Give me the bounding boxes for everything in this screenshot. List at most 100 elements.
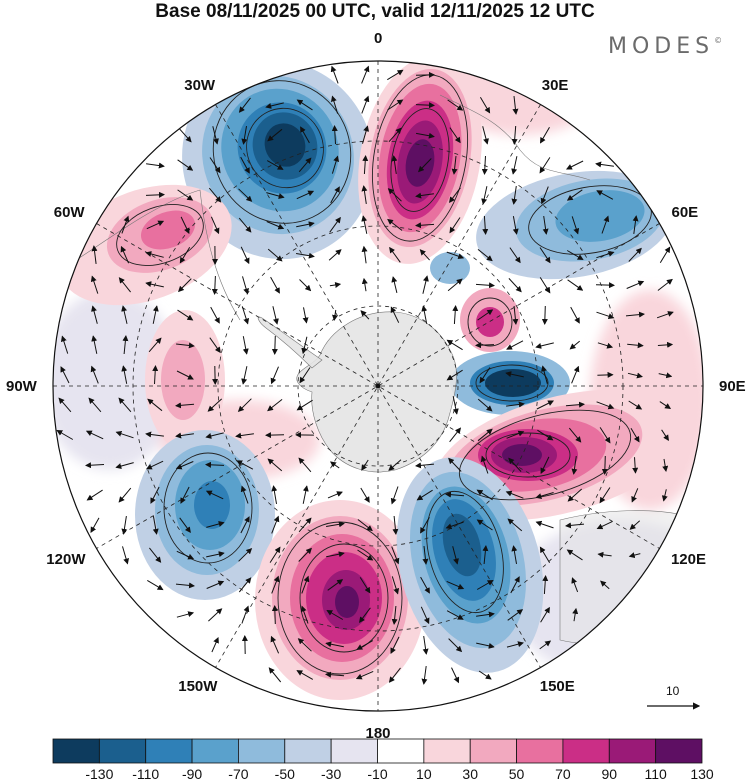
wind-vector: [422, 546, 429, 565]
wind-vector: [88, 397, 102, 413]
wind-vector: [387, 218, 403, 231]
colorbar-swatch: [238, 738, 286, 764]
wind-vector: [391, 605, 398, 625]
wind-vector: [267, 128, 283, 142]
wind-vector: [152, 305, 159, 324]
wind-vector: [240, 516, 250, 534]
wind-vector: [512, 216, 519, 235]
wind-vector: [449, 427, 462, 443]
wind-vector: [330, 65, 339, 84]
wind-vector: [56, 430, 74, 440]
longitude-label: 0: [374, 30, 383, 47]
wind-vector: [145, 460, 164, 470]
wind-vector: [361, 95, 370, 114]
wind-vector: [86, 489, 103, 501]
wind-vector: [359, 607, 371, 624]
wind-vector: [479, 367, 491, 384]
wind-vector: [269, 546, 281, 563]
wind-vector: [505, 490, 524, 499]
wind-vector: [331, 155, 340, 174]
wind-vector: [567, 279, 584, 291]
colorbar-tick-label: 130: [690, 766, 714, 782]
anomaly-lobe-pink-80w: [145, 310, 225, 450]
wind-vector: [235, 432, 254, 439]
africa-outline: [439, 94, 591, 181]
wind-vector: [597, 371, 614, 378]
wind-vector: [481, 186, 488, 205]
wind-vector: [478, 670, 492, 680]
wind-vector: [632, 215, 639, 234]
wind-vector: [601, 215, 610, 234]
globe-border: [52, 60, 704, 712]
wind-vector: [571, 456, 578, 475]
colorbar-tick-label: -10: [367, 766, 388, 782]
wind-vector: [60, 335, 69, 354]
wind-vector: [627, 342, 644, 349]
wind-vector: [507, 609, 524, 621]
colorbar-swatch: [562, 738, 610, 764]
wind-vector: [420, 576, 430, 594]
wind-vector: [176, 550, 195, 560]
anomaly-lobe-blue-60e: [430, 170, 674, 284]
wind-vector: [152, 365, 159, 385]
wind-vector: [542, 575, 549, 595]
wind-vector: [361, 459, 369, 471]
wind-vector: [446, 339, 463, 351]
wind-vector: [361, 215, 368, 234]
wind-vector: [296, 190, 315, 200]
longitude-label: 150E: [539, 678, 575, 696]
wind-vector: [357, 519, 373, 532]
wind-vector: [359, 577, 371, 594]
longitude-label: 120E: [670, 551, 707, 569]
wind-vector: [599, 427, 611, 444]
wind-vector: [566, 549, 583, 561]
wind-vector: [480, 455, 489, 474]
wind-vector: [596, 250, 615, 259]
wind-vector: [361, 185, 368, 204]
wind-vector: [508, 457, 522, 472]
wind-vector: [118, 487, 132, 503]
wind-vector: [662, 458, 669, 472]
colorbar-swatch: [191, 738, 239, 764]
wind-vector: [628, 400, 643, 410]
wind-vector: [632, 457, 639, 474]
wind-vector: [388, 459, 402, 471]
wind-vector: [271, 575, 280, 594]
wind-vector: [391, 276, 398, 294]
wind-vector: [331, 125, 338, 145]
wind-vector: [206, 580, 225, 589]
wind-vector: [390, 636, 400, 654]
anomaly-lobe-blue-90e: [450, 351, 570, 415]
wind-vector: [360, 310, 370, 320]
colorbar-swatch: [145, 738, 193, 764]
wind-vector: [418, 158, 432, 173]
wind-vector: [595, 161, 614, 168]
wind-vector: [631, 488, 639, 503]
wind-vector: [209, 337, 221, 354]
colorbar-swatch: [469, 738, 517, 764]
wind-vector: [330, 95, 339, 114]
wind-vector: [207, 398, 223, 412]
wind-vector: [268, 667, 282, 683]
wind-vector: [391, 546, 400, 565]
wind-vector: [237, 398, 252, 413]
wind-vector: [145, 251, 164, 258]
wind-vector: [267, 399, 283, 412]
wind-vector: [85, 462, 105, 469]
antarctic-peninsula: [257, 316, 323, 369]
wind-vector: [302, 307, 309, 324]
wind-vector: [416, 489, 433, 501]
reference-vector-label: 10: [666, 684, 680, 698]
colorbar-swatch: [608, 738, 657, 764]
wind-vector: [475, 342, 495, 349]
wind-vector: [390, 486, 399, 505]
wind-vector: [266, 160, 284, 170]
wind-vector: [357, 549, 374, 561]
wind-vector: [535, 492, 554, 499]
wind-vector: [298, 457, 312, 473]
wind-vector: [599, 487, 611, 504]
wind-vector: [627, 372, 643, 379]
wind-vector: [658, 372, 673, 379]
antarctica-landmass: [296, 311, 457, 473]
